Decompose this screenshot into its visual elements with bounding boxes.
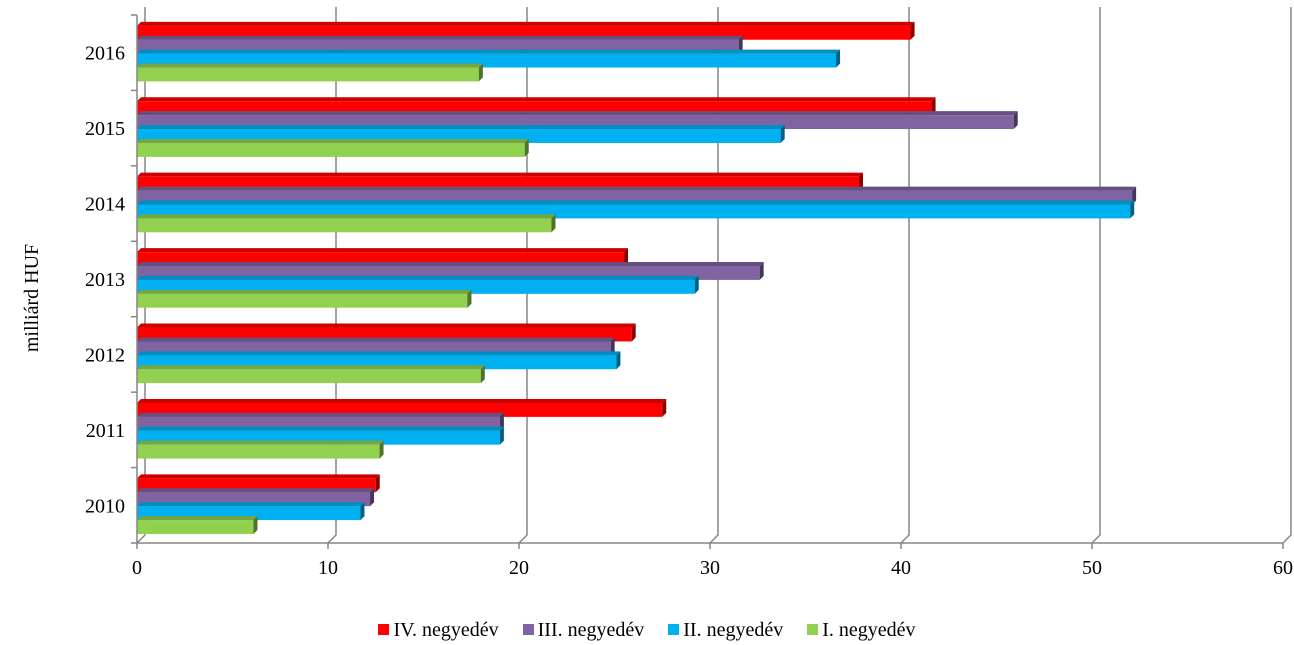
- y-tick-label: 2016: [85, 43, 125, 65]
- bar-2016-i-negyed-v: [137, 63, 483, 82]
- y-tick-label: 2013: [85, 269, 125, 291]
- legend-item-i-negyed-v: I. negyedév: [807, 618, 916, 642]
- x-tick-label: 50: [1082, 557, 1102, 579]
- y-axis-label: milliárd HUF: [21, 244, 43, 352]
- y-tick-label: 2015: [85, 118, 125, 140]
- legend-label: I. negyedév: [822, 618, 916, 641]
- x-tick-label: 40: [891, 557, 911, 579]
- x-tick-label: 30: [700, 557, 720, 579]
- gridlines: [136, 7, 1292, 544]
- bar-2011-i-negyed-v: [137, 440, 384, 459]
- gridline: [900, 7, 910, 544]
- gridline: [1091, 7, 1101, 544]
- bar-2012-i-negyed-v: [137, 365, 485, 384]
- legend-swatch: [522, 623, 534, 635]
- bar-2010-i-negyed-v: [137, 516, 258, 534]
- x-tick-label: 10: [318, 557, 338, 579]
- legend-item-ii-negyed-v: II. negyedév: [668, 619, 783, 642]
- floor-edge: [136, 534, 146, 544]
- gridline: [1282, 7, 1292, 544]
- chart: 0 10 20 30 40 50 60 2010 2011 2012 2013 2014 2015 201…: [21, 7, 1293, 579]
- bar-2014-i-negyed-v: [137, 214, 556, 233]
- x-tick-label: 0: [132, 557, 142, 579]
- legend-swatch: [378, 623, 390, 635]
- legend-item-iii-negyed-v: III. negyedév: [522, 618, 645, 642]
- legend-label: II. negyedév: [683, 618, 784, 641]
- tick-labels: 0 10 20 30 40 50 60 2010 2011 2012 2013 2014 2015 201…: [85, 43, 1293, 579]
- legend: IV. negyedév III. negyedév II. negyedév I. …: [0, 618, 1294, 642]
- y-tick-label: 2010: [85, 495, 125, 517]
- y-tick-label: 2012: [85, 344, 125, 366]
- axes: [131, 14, 1284, 549]
- x-tick-label: 20: [509, 557, 529, 579]
- y-tick-label: 2014: [85, 194, 125, 216]
- y-tick-label: 2011: [86, 420, 125, 442]
- legend-swatch: [807, 623, 819, 635]
- legend-swatch: [668, 623, 680, 635]
- bar-2015-i-negyed-v: [137, 138, 529, 157]
- legend-label: IV. negyedév: [393, 618, 499, 641]
- bars: [137, 21, 1137, 534]
- legend-label: III. negyedév: [537, 618, 645, 641]
- legend-item-iv-negyed-v: IV. negyedév: [378, 618, 499, 642]
- x-tick-label: 60: [1273, 557, 1293, 579]
- bar-2013-i-negyed-v: [137, 289, 472, 308]
